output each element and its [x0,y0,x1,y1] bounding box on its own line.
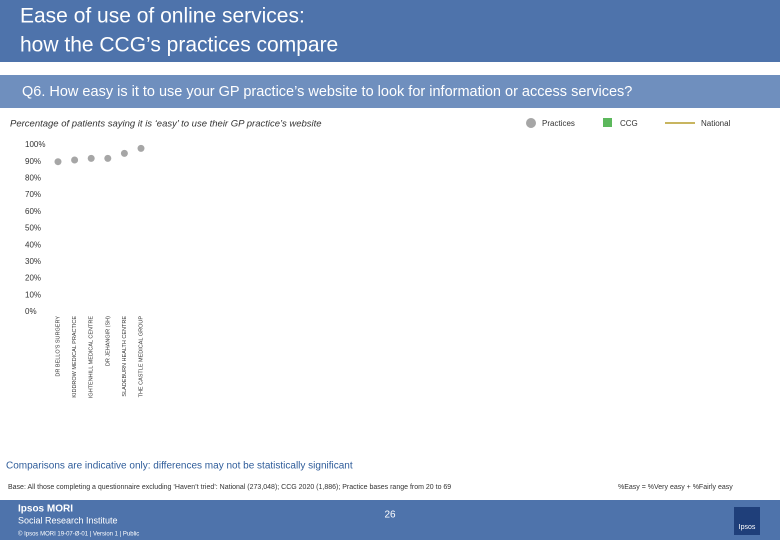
y-tick-label: 20% [25,274,41,283]
footer-brand: Ipsos MORI [18,504,73,515]
y-tick-label: 70% [25,190,41,199]
x-tick-label: DR JEHANGIR (SH) [105,316,111,366]
practice-dot [120,149,128,157]
x-tick-label: IGHTENHILL MEDICAL CENTRE [89,316,95,398]
page-number: 26 [384,510,396,521]
logo-box [734,507,760,535]
footer-institute: Social Research Institute [18,515,118,525]
y-tick-label: 30% [25,257,41,266]
x-tick-label: DR BELLO'S SURGERY [55,316,61,377]
comparisons-note: Comparisons are indicative only: differe… [6,461,353,472]
x-tick-label: SLADEBURN HEALTH CENTRE [122,316,128,397]
legend-label: National [701,119,731,128]
header-bar [0,0,780,62]
title-line: how the CCG’s practices compare [20,34,338,57]
footer-copyright: © Ipsos MORI 19-07-Ø-01 | Version 1 | Pu… [18,531,139,538]
question: Q6. How easy is it to use your GP practi… [22,84,632,100]
practice-dot [104,154,112,162]
legend-label: Practices [542,119,575,128]
y-tick-label: 90% [25,157,41,166]
subtitle: Percentage of patients saying it is ‘eas… [10,119,322,130]
y-tick-label: 0% [25,307,37,316]
legend-marker [603,118,612,127]
x-tick-label: KIDDROW MEDICAL PRACTICE [72,316,78,398]
legend-marker [526,118,536,128]
title-line: Ease of use of online services: [20,5,305,28]
y-tick-label: 60% [25,207,41,216]
y-tick-label: 100% [25,140,45,149]
question-bar [0,75,780,108]
footer-bar [0,500,780,540]
practice-dot [54,158,62,166]
base-note: Base: All those completing a questionnai… [8,484,451,491]
y-tick-label: 40% [25,240,41,249]
practice-dot [71,156,79,164]
y-tick-label: 50% [25,224,41,233]
practice-dot [137,144,145,152]
x-tick-label: THE CASTLE MEDICAL GROUP [138,316,144,398]
legend-label: CCG [620,119,638,128]
y-tick-label: 10% [25,290,41,299]
definition-note: %Easy = %Very easy + %Fairly easy [618,484,733,491]
logo: Ipsos [739,524,756,531]
y-tick-label: 80% [25,174,41,183]
practice-dot [87,154,95,162]
